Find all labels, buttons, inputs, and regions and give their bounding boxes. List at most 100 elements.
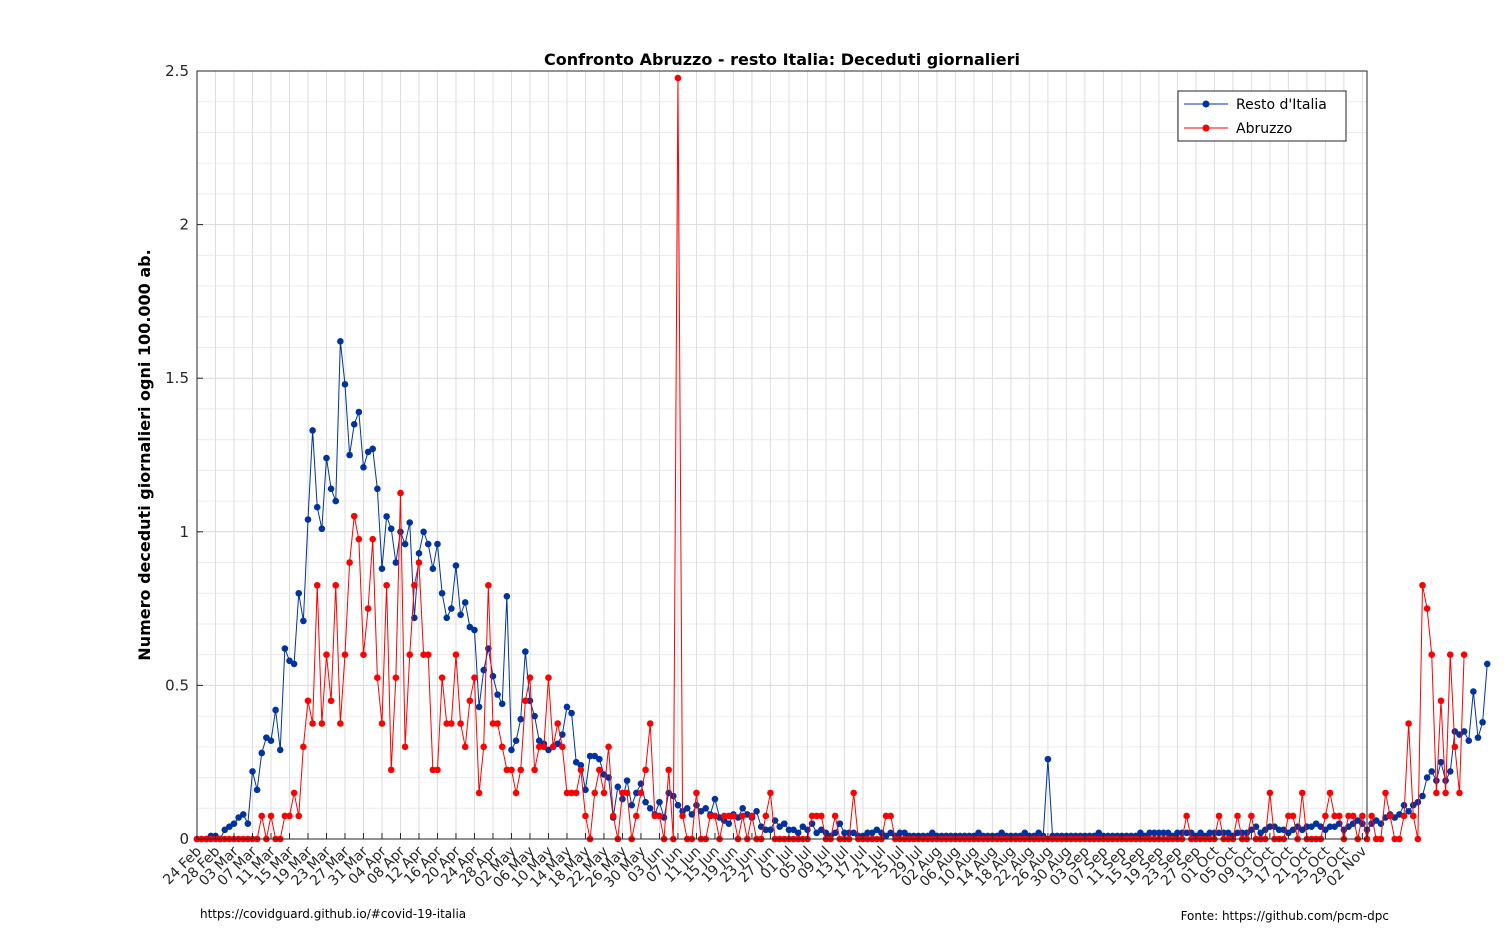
data-point-resto-italia: [406, 519, 414, 526]
data-point-resto-italia: [1266, 823, 1274, 831]
data-point-abruzzo: [651, 812, 659, 820]
data-point-abruzzo: [831, 812, 839, 820]
data-point-resto-italia: [522, 648, 529, 655]
data-point-resto-italia: [577, 761, 585, 769]
data-point-abruzzo: [397, 489, 404, 497]
data-point-resto-italia: [767, 826, 774, 834]
data-point-resto-italia: [1234, 829, 1241, 837]
data-point-resto-italia: [614, 783, 622, 791]
data-point-resto-italia: [378, 565, 386, 572]
data-point-resto-italia: [300, 617, 307, 625]
data-point-abruzzo: [1409, 812, 1417, 820]
y-tick-label: 0.5: [165, 676, 189, 694]
data-point-abruzzo: [1386, 812, 1394, 820]
data-point-resto-italia: [633, 789, 640, 797]
data-point-abruzzo: [596, 766, 603, 774]
data-point-abruzzo: [582, 812, 589, 820]
data-point-abruzzo: [605, 743, 612, 751]
data-point-resto-italia: [1437, 758, 1445, 766]
data-point-resto-italia: [350, 420, 358, 428]
data-point-abruzzo: [1372, 835, 1380, 843]
data-point-resto-italia: [1206, 829, 1214, 837]
data-point-abruzzo: [448, 720, 455, 727]
data-point-resto-italia: [295, 589, 303, 597]
data-point-abruzzo: [517, 766, 525, 774]
data-point-resto-italia: [646, 804, 654, 812]
data-point-resto-italia: [1275, 826, 1283, 834]
data-point-abruzzo: [369, 535, 377, 543]
data-point-abruzzo: [531, 766, 538, 774]
data-point-abruzzo: [355, 535, 363, 543]
data-point-abruzzo: [707, 812, 714, 820]
data-point-resto-italia: [531, 712, 538, 720]
data-point-resto-italia: [290, 660, 298, 668]
data-point-resto-italia: [318, 525, 326, 533]
data-point-resto-italia: [1446, 768, 1454, 775]
legend-label-abruzzo: Abruzzo: [1236, 121, 1292, 137]
data-point-abruzzo: [720, 812, 728, 820]
data-point-abruzzo: [512, 789, 520, 797]
data-point-resto-italia: [586, 752, 594, 760]
data-point-resto-italia: [1400, 801, 1408, 809]
data-point-abruzzo: [637, 789, 645, 797]
data-point-resto-italia: [244, 820, 252, 827]
data-point-resto-italia: [1150, 829, 1158, 837]
y-axis-label: Numero deceduti giornalieri ogni 100.000…: [135, 249, 154, 660]
data-point-abruzzo: [1414, 835, 1422, 843]
data-point-abruzzo: [1437, 697, 1445, 705]
data-point-resto-italia: [401, 540, 409, 548]
data-point-abruzzo: [1456, 789, 1463, 797]
data-point-resto-italia: [313, 503, 321, 511]
data-point-abruzzo: [429, 766, 437, 774]
data-point-abruzzo: [471, 674, 478, 682]
data-point-abruzzo: [693, 789, 700, 797]
data-point-abruzzo: [1400, 812, 1408, 820]
data-point-abruzzo: [1428, 651, 1436, 658]
data-point-abruzzo: [295, 812, 303, 820]
data-point-resto-italia: [1285, 829, 1292, 837]
data-point-abruzzo: [1451, 743, 1459, 751]
data-point-resto-italia: [785, 826, 793, 834]
data-point-abruzzo: [526, 674, 534, 682]
data-point-resto-italia: [582, 786, 589, 794]
footer-source-site: https://covidguard.github.io/#covid-19-i…: [200, 907, 466, 921]
data-point-resto-italia: [517, 715, 525, 723]
data-point-resto-italia: [452, 562, 460, 569]
data-point-resto-italia: [434, 540, 441, 548]
data-point-abruzzo: [258, 812, 266, 820]
data-point-abruzzo: [633, 812, 640, 820]
data-point-abruzzo: [623, 789, 631, 797]
data-point-abruzzo: [1298, 789, 1306, 797]
data-point-abruzzo: [1433, 789, 1440, 797]
data-point-abruzzo: [725, 812, 733, 820]
data-point-abruzzo: [1335, 812, 1343, 820]
data-point-abruzzo: [1391, 835, 1399, 843]
data-point-resto-italia: [387, 525, 395, 533]
data-point-resto-italia: [739, 804, 746, 812]
data-point-resto-italia: [494, 691, 501, 698]
data-point-abruzzo: [730, 812, 737, 820]
data-point-resto-italia: [424, 540, 432, 548]
data-point-resto-italia: [781, 820, 788, 827]
axes-box: [196, 70, 1368, 840]
legend-swatch-marker-resto: [1202, 100, 1210, 108]
data-point-resto-italia: [762, 826, 770, 834]
data-point-resto-italia: [683, 804, 691, 812]
data-point-resto-italia: [642, 798, 649, 806]
data-point-abruzzo: [563, 789, 571, 797]
data-point-resto-italia: [226, 823, 233, 831]
data-point-resto-italia: [1354, 817, 1362, 824]
data-point-resto-italia: [975, 829, 982, 837]
data-point-abruzzo: [364, 605, 372, 612]
data-point-abruzzo: [1266, 789, 1274, 797]
data-point-resto-italia: [392, 559, 400, 566]
data-point-resto-italia: [619, 795, 626, 803]
data-point-abruzzo: [443, 720, 451, 727]
data-point-abruzzo: [406, 651, 414, 658]
data-point-resto-italia: [1479, 718, 1486, 726]
data-point-abruzzo: [1359, 812, 1366, 820]
data-point-abruzzo: [327, 697, 335, 705]
data-point-abruzzo: [1345, 812, 1352, 820]
data-point-abruzzo: [494, 720, 501, 727]
